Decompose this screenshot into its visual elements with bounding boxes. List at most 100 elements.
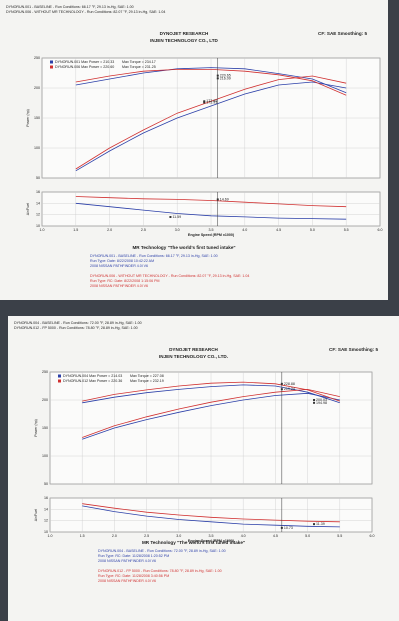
annotation: 219.24 — [284, 387, 295, 391]
annotation-marker — [216, 198, 219, 201]
x-tick-label: 2.0 — [107, 228, 112, 232]
annotation: 216.09 — [220, 76, 231, 80]
x-tick-label: 5.0 — [310, 228, 315, 232]
annotation-marker — [169, 215, 172, 218]
x-tick-label: 5.5 — [337, 534, 342, 538]
legend-label: DYNORUN.004 Max Power = 214.03 — [63, 374, 122, 378]
curve — [82, 392, 340, 440]
x-tick-label: 4.5 — [276, 228, 281, 232]
y-axis-label: Power (hp) — [34, 419, 38, 437]
x-tick-label: 3.5 — [209, 534, 214, 538]
curve — [75, 202, 347, 220]
curve — [82, 388, 340, 438]
y-tick-label: 150 — [34, 116, 40, 120]
footer-line: Run Type: Date: 8/22/2008 10:42:22 AM — [90, 259, 154, 263]
legend-swatch — [50, 65, 53, 69]
annotation-marker — [313, 523, 316, 526]
legend-swatch — [58, 374, 61, 378]
run-line: DYNORUN.004 - BASELINE - Run Conditions:… — [14, 321, 142, 325]
y-tick-label: 200 — [42, 398, 48, 402]
y-tick-label: 50 — [44, 482, 48, 486]
annotation-marker — [313, 401, 316, 404]
annotation-marker — [280, 526, 283, 529]
x-tick-label: 2.0 — [112, 534, 117, 538]
y-axis-label: Power (hp) — [26, 109, 30, 127]
y-tick-label: 150 — [42, 426, 48, 430]
legend-label: Max Torque = 232.19 — [130, 379, 164, 383]
y-tick-label: 100 — [42, 454, 48, 458]
x-tick-label: 3.0 — [175, 228, 180, 232]
annotation-marker — [203, 100, 206, 103]
annotation: 175.93 — [206, 100, 217, 104]
legend-label: DYNORUN.001 Max Power = 210.33 — [55, 60, 114, 64]
cf: CF: SAE Smoothing: 5 — [329, 347, 378, 352]
x-tick-label: 4.0 — [242, 228, 247, 232]
x-tick-label: 6.0 — [370, 534, 375, 538]
x-axis-label: Engine Speed (RPM x1000) — [188, 539, 235, 543]
y-tick-label: 14 — [44, 507, 48, 511]
tagline: MR Technology "The world's first tuned i… — [142, 540, 245, 545]
annotation-marker — [203, 101, 206, 104]
cf: CF: SAE Smoothing: 5 — [318, 31, 367, 36]
run-line: DYNORUN.012 - FP 5000 - Run Conditions: … — [14, 326, 138, 330]
annotation: 14.69 — [220, 197, 229, 201]
curve — [75, 81, 347, 172]
footer-line: 2008 NISSAN PATHFINDER 4.0l V6 — [90, 264, 148, 268]
x-tick-label: 3.0 — [176, 534, 181, 538]
tagline: MR Technology "The world's first tuned i… — [132, 245, 235, 250]
y-tick-label: 16 — [44, 496, 48, 500]
y-tick-label: 12 — [36, 213, 40, 217]
curve — [82, 505, 340, 528]
annotation: 10.73 — [284, 526, 293, 530]
x-tick-label: 2.5 — [144, 534, 149, 538]
x-tick-label: 6.0 — [378, 228, 383, 232]
legend-label: Max Torque = 234.17 — [122, 60, 156, 64]
y-tick-label: 200 — [34, 86, 40, 90]
x-tick-label: 5.0 — [305, 534, 310, 538]
annotation: 177.85 — [206, 99, 217, 103]
curve — [82, 503, 340, 523]
y-tick-label: 10 — [44, 530, 48, 534]
x-tick-label: 1.5 — [80, 534, 85, 538]
footer-line: DYNORUN.001 - BASELINE - Run Conditions:… — [90, 254, 218, 258]
annotation: 11.39 — [316, 522, 325, 526]
legend-swatch — [58, 379, 61, 383]
annotation-marker — [313, 398, 316, 401]
run-line: DYNORUN.001 - BASELINE - Run Conditions:… — [6, 5, 134, 9]
annotation-marker — [216, 74, 219, 77]
y-axis-label: Air/Fuel — [26, 203, 30, 216]
annotation: 11.59 — [172, 215, 181, 219]
x-axis-label: Engine Speed (RPM x1000) — [188, 233, 235, 237]
run-line: DYNORUN.006 - WITHOUT MR TECHNOLOGY - Ru… — [6, 10, 165, 14]
x-tick-label: 3.5 — [209, 228, 214, 232]
x-tick-label: 1.0 — [48, 534, 53, 538]
footer-line: 2008 NISSAN PATHFINDER 4.0l V6 — [98, 559, 156, 563]
y-axis-label: Air/Fuel — [34, 509, 38, 522]
annotation: 194.98 — [316, 401, 327, 405]
y-tick-label: 100 — [34, 146, 40, 150]
sheet-title: INJEN TECHNOLOGY CO., LTD. — [159, 354, 228, 359]
legend-label: Max Torque = 231.25 — [122, 65, 156, 69]
annotation-marker — [216, 77, 219, 80]
curve — [75, 69, 347, 96]
curve — [82, 381, 340, 402]
annotation-marker — [280, 388, 283, 391]
x-tick-label: 1.5 — [73, 228, 78, 232]
curve — [75, 75, 347, 170]
company: DYNOJET RESEARCH — [169, 347, 218, 352]
x-tick-label: 5.5 — [344, 228, 349, 232]
annotation: 200.03 — [316, 398, 327, 402]
sheet-title: INJEN TECHNOLOGY CO., LTD — [150, 38, 218, 43]
footer-line: DYNORUN.012 - FP 5000 - Run Conditions: … — [98, 569, 222, 573]
footer-line: Run Type: RC: Date: 11/28/2008 1:20:52 P… — [98, 554, 169, 558]
legend-label: Max Torque = 227.08 — [130, 374, 164, 378]
x-tick-label: 4.5 — [273, 534, 278, 538]
annotation: 228.88 — [284, 382, 295, 386]
y-tick-label: 250 — [34, 56, 40, 60]
legend-label: DYNORUN.012 Max Power = 220.36 — [63, 379, 122, 383]
footer-line: DYNORUN.006 - WITHOUT MR TECHNOLOGY - Ru… — [90, 274, 249, 278]
x-tick-label: 1.0 — [40, 228, 45, 232]
legend-label: DYNORUN.006 Max Power = 220.60 — [55, 65, 114, 69]
